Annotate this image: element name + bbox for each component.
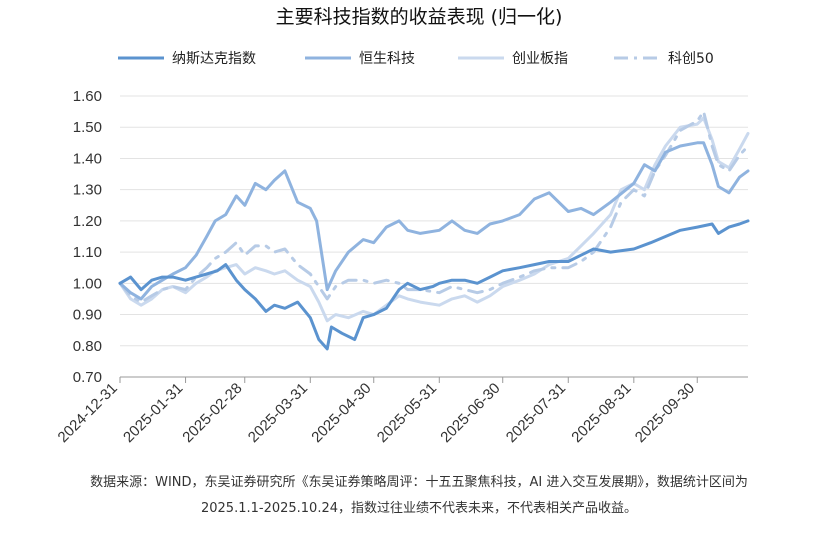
x-tick-label: 2025-08-31 xyxy=(568,380,634,446)
x-tick-label: 2025-01-31 xyxy=(120,380,186,446)
x-tick-label: 2024-12-31 xyxy=(55,380,121,446)
source-note: 数据来源：WIND，东吴证券研究所《东吴证券策略周评：十五五聚焦科技，AI 进入… xyxy=(0,470,838,522)
series-line-1 xyxy=(118,141,750,301)
source-note-line-2: 2025.1.1-2025.10.24，指数过往业绩不代表未来，不代表相关产品收… xyxy=(200,501,637,516)
legend-label-0: 纳斯达克指数 xyxy=(172,51,256,67)
axis-layer: 1.60 1.50 1.40 1.30 1.20 1.10 1.00 0.90 0.80 0.70… xyxy=(55,88,748,446)
y-tick-label: 0.80 xyxy=(73,338,102,355)
legend: 纳斯达克指数 恒生科技 创业板指 科创50 xyxy=(118,51,714,67)
grid-layer xyxy=(120,95,748,378)
chart-title: 主要科技指数的收益表现 (归一化) xyxy=(275,6,563,28)
legend-label-1: 恒生科技 xyxy=(359,51,415,67)
source-note-line-1: 数据来源：WIND，东吴证券研究所《东吴证券策略周评：十五五聚焦科技，AI 进入… xyxy=(90,475,748,490)
legend-label-2: 创业板指 xyxy=(512,51,568,67)
x-tick-label: 2025-07-31 xyxy=(503,380,569,446)
y-tick-label: 0.70 xyxy=(73,369,102,386)
y-tick-label: 1.60 xyxy=(73,88,102,105)
x-tick-label: 2025-09-30 xyxy=(632,380,698,446)
x-tick-label: 2025-06-30 xyxy=(437,380,503,446)
legend-label-3: 科创50 xyxy=(668,51,714,67)
y-tick-label: 1.50 xyxy=(73,119,102,136)
y-tick-label: 0.90 xyxy=(73,307,102,324)
y-tick-label: 1.10 xyxy=(73,244,102,261)
series-line-0 xyxy=(118,219,750,351)
x-tick-label: 2025-03-31 xyxy=(245,380,311,446)
x-tick-label: 2025-04-30 xyxy=(308,380,374,446)
y-tick-label: 1.20 xyxy=(73,213,102,230)
series-line-2 xyxy=(118,116,750,323)
y-tick-label: 1.00 xyxy=(73,275,102,292)
series-layer xyxy=(118,110,750,351)
x-tick-label: 2025-05-31 xyxy=(374,380,440,446)
x-tick-label: 2025-02-28 xyxy=(179,380,245,446)
y-tick-label: 1.30 xyxy=(73,182,102,199)
series-line-3 xyxy=(118,110,750,304)
y-tick-label: 1.40 xyxy=(73,150,102,167)
